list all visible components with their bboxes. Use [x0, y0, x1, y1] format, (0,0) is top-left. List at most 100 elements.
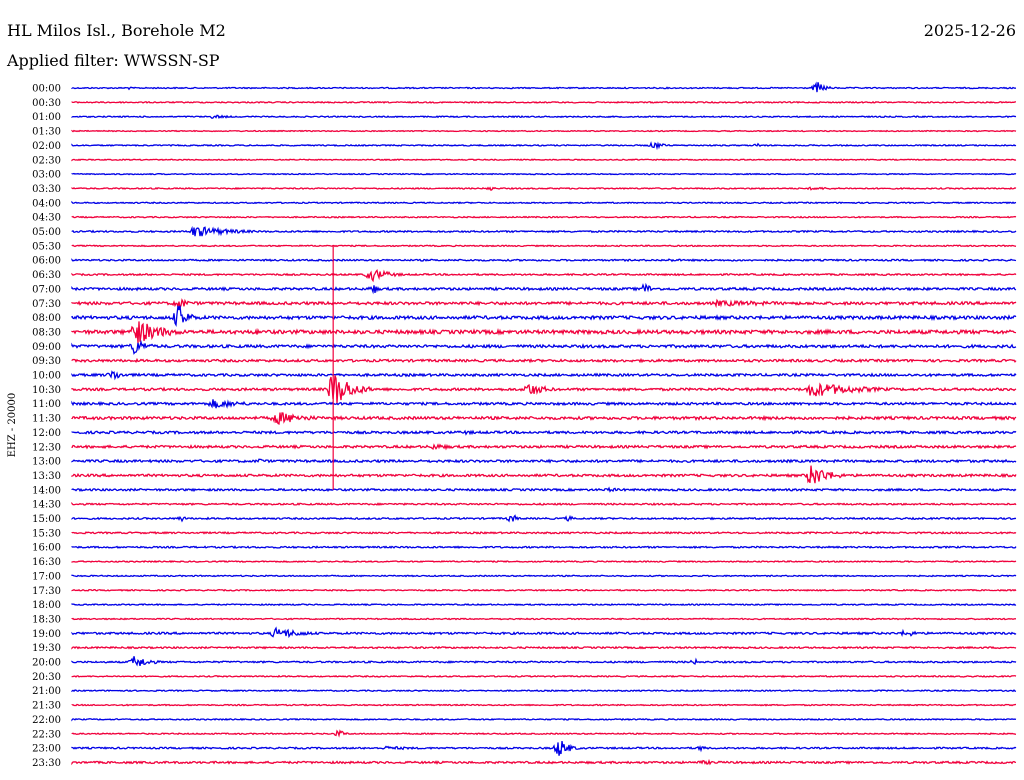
tick-label-1830: 18:30 [32, 614, 61, 625]
tick-labels: 00:00 00:30 01:00 01:30 02:00 02:30 03:00 03:30… [32, 84, 61, 769]
trace-2130 [71, 703, 1017, 707]
trace-2100 [71, 689, 1017, 693]
trace-1600 [71, 545, 1017, 550]
tick-label-0200: 02:00 [32, 141, 61, 152]
trace-1530 [71, 530, 1017, 535]
tick-label-0230: 02:30 [32, 155, 61, 166]
trace-0100 [71, 114, 1017, 119]
trace-1930 [71, 645, 1017, 650]
tick-label-0330: 03:30 [32, 184, 61, 195]
trace-0530 [71, 244, 1017, 248]
tick-label-1530: 15:30 [32, 528, 61, 539]
tick-label-1400: 14:00 [32, 485, 61, 496]
y-axis-label: EHZ - 20000 [7, 393, 18, 458]
tick-label-0730: 07:30 [32, 299, 61, 310]
trace-1000 [71, 370, 1017, 381]
tick-label-2200: 22:00 [32, 715, 61, 726]
trace-0300 [71, 172, 1017, 176]
trace-1130 [71, 412, 1017, 425]
tick-label-1100: 11:00 [32, 399, 61, 410]
trace-0830 [71, 321, 1017, 344]
station-title: HL Milos Isl., Borehole M2 [7, 21, 226, 40]
trace-1100 [71, 399, 1017, 409]
tick-label-0630: 06:30 [32, 270, 61, 281]
tick-label-1300: 13:00 [32, 457, 61, 468]
tick-label-0700: 07:00 [32, 284, 61, 295]
tick-label-0400: 04:00 [32, 198, 61, 209]
trace-0000 [71, 81, 1017, 93]
tick-label-1230: 12:30 [32, 442, 61, 453]
tick-label-2100: 21:00 [32, 686, 61, 697]
trace-0630 [71, 269, 1017, 283]
traces [71, 81, 1017, 766]
tick-label-0500: 05:00 [32, 227, 61, 238]
trace-2230 [71, 729, 1017, 738]
tick-label-1330: 13:30 [32, 471, 61, 482]
trace-1300 [71, 458, 1017, 464]
tick-label-0900: 09:00 [32, 342, 61, 353]
trace-1200 [71, 429, 1017, 436]
trace-2030 [71, 674, 1017, 678]
trace-0600 [71, 258, 1017, 263]
trace-1230 [71, 443, 1017, 451]
tick-label-2000: 20:00 [32, 658, 61, 669]
trace-2330 [71, 758, 1017, 766]
trace-1700 [71, 574, 1017, 578]
trace-0900 [71, 339, 1017, 355]
trace-0800 [71, 305, 1017, 327]
trace-0130 [71, 129, 1017, 133]
tick-label-1900: 19:00 [32, 629, 61, 640]
tick-label-1430: 14:30 [32, 500, 61, 511]
trace-0200 [71, 141, 1017, 151]
trace-0700 [71, 282, 1017, 295]
tick-label-0830: 08:30 [32, 327, 61, 338]
tick-label-1800: 18:00 [32, 600, 61, 611]
trace-2300 [71, 740, 1017, 756]
trace-0430 [71, 215, 1017, 219]
tick-label-1730: 17:30 [32, 586, 61, 597]
tick-label-0130: 01:30 [32, 127, 61, 138]
trace-1800 [71, 603, 1017, 607]
tick-label-2330: 23:30 [32, 758, 61, 769]
filter-label: Applied filter: WWSSN-SP [6, 51, 220, 70]
tick-label-1630: 16:30 [32, 557, 61, 568]
tick-label-2130: 21:30 [32, 701, 61, 712]
trace-0400 [71, 200, 1017, 205]
tick-label-1000: 10:00 [32, 371, 61, 382]
trace-1400 [71, 486, 1017, 493]
tick-label-1930: 19:30 [32, 643, 61, 654]
tick-label-0430: 04:30 [32, 213, 61, 224]
trace-2200 [71, 717, 1017, 722]
tick-label-0300: 03:00 [32, 170, 61, 181]
trace-0500 [71, 225, 1017, 237]
trace-0930 [71, 357, 1017, 364]
tick-label-1130: 11:30 [32, 414, 61, 425]
tick-label-2030: 20:30 [32, 672, 61, 683]
trace-1330 [71, 465, 1017, 484]
tick-label-1030: 10:30 [32, 385, 61, 396]
trace-0330 [71, 186, 1017, 192]
tick-label-1500: 15:00 [32, 514, 61, 525]
trace-1500 [71, 514, 1017, 523]
tick-label-0530: 05:30 [32, 241, 61, 252]
trace-1900 [71, 626, 1017, 639]
tick-label-0600: 06:00 [32, 256, 61, 267]
tick-label-1600: 16:00 [32, 543, 61, 554]
trace-0730 [71, 298, 1017, 311]
trace-1730 [71, 588, 1017, 592]
tick-label-0930: 09:30 [32, 356, 61, 367]
trace-1630 [71, 560, 1017, 564]
trace-1830 [71, 617, 1017, 621]
trace-2000 [71, 656, 1017, 667]
tick-label-0800: 08:00 [32, 313, 61, 324]
trace-0030 [71, 100, 1017, 104]
trace-1430 [71, 501, 1017, 507]
tick-label-1200: 12:00 [32, 428, 61, 439]
trace-1030 [71, 375, 1017, 404]
date-label: 2025-12-26 [924, 21, 1016, 40]
tick-label-2230: 22:30 [32, 729, 61, 740]
tick-label-0100: 01:00 [32, 112, 61, 123]
tick-label-0000: 00:00 [32, 84, 61, 95]
tick-label-0030: 00:30 [32, 98, 61, 109]
